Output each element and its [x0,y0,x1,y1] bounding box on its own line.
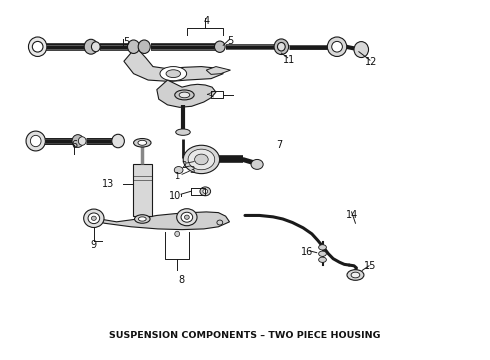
Text: 3: 3 [189,166,195,175]
Ellipse shape [183,145,220,174]
Ellipse shape [351,272,360,278]
Ellipse shape [88,213,99,224]
Ellipse shape [138,40,150,54]
Text: 15: 15 [364,261,376,271]
Ellipse shape [160,67,187,81]
Ellipse shape [195,154,208,165]
Text: 1: 1 [174,172,180,181]
Polygon shape [93,212,229,230]
Ellipse shape [138,217,146,221]
Ellipse shape [277,42,285,51]
Ellipse shape [215,41,225,53]
Text: 10: 10 [169,191,181,201]
Text: 16: 16 [301,247,313,257]
Ellipse shape [217,220,223,225]
Text: 11: 11 [282,55,294,65]
Ellipse shape [175,90,194,100]
Polygon shape [124,47,223,81]
Ellipse shape [92,216,96,220]
Ellipse shape [274,39,289,54]
Text: 6: 6 [72,140,77,150]
Ellipse shape [84,209,104,228]
Ellipse shape [135,215,150,223]
Ellipse shape [134,139,151,147]
Ellipse shape [138,140,147,145]
Ellipse shape [32,41,43,52]
Ellipse shape [177,209,197,226]
Ellipse shape [327,37,347,57]
Ellipse shape [181,212,193,222]
Ellipse shape [179,92,190,98]
Text: 5: 5 [123,37,129,48]
Ellipse shape [188,149,215,170]
Ellipse shape [175,231,180,237]
Ellipse shape [112,134,124,148]
Polygon shape [157,80,216,107]
Ellipse shape [184,215,189,219]
Ellipse shape [84,39,98,54]
Ellipse shape [92,42,100,52]
Ellipse shape [127,40,140,54]
Ellipse shape [78,137,86,145]
Ellipse shape [72,135,84,147]
Ellipse shape [347,270,364,280]
Text: 2: 2 [182,161,187,170]
Ellipse shape [176,129,190,135]
Ellipse shape [354,42,368,58]
Ellipse shape [318,245,326,250]
Ellipse shape [166,70,181,77]
Polygon shape [206,67,230,75]
Ellipse shape [332,41,343,52]
Ellipse shape [174,167,183,174]
Text: 7: 7 [276,140,282,150]
Ellipse shape [26,131,46,151]
Text: 9: 9 [91,239,97,249]
Text: 4: 4 [203,15,209,26]
Ellipse shape [318,251,326,256]
Ellipse shape [318,257,326,262]
Text: 13: 13 [102,179,115,189]
Ellipse shape [251,159,263,169]
FancyBboxPatch shape [133,164,152,216]
Text: 12: 12 [365,57,377,67]
Text: 14: 14 [346,211,359,220]
Ellipse shape [30,135,41,147]
Text: SUSPENSION COMPONENTS – TWO PIECE HOUSING: SUSPENSION COMPONENTS – TWO PIECE HOUSIN… [109,332,381,341]
Text: 8: 8 [178,275,184,285]
Text: 5: 5 [227,36,234,46]
Ellipse shape [28,37,47,57]
Ellipse shape [200,187,211,196]
Ellipse shape [203,189,208,193]
